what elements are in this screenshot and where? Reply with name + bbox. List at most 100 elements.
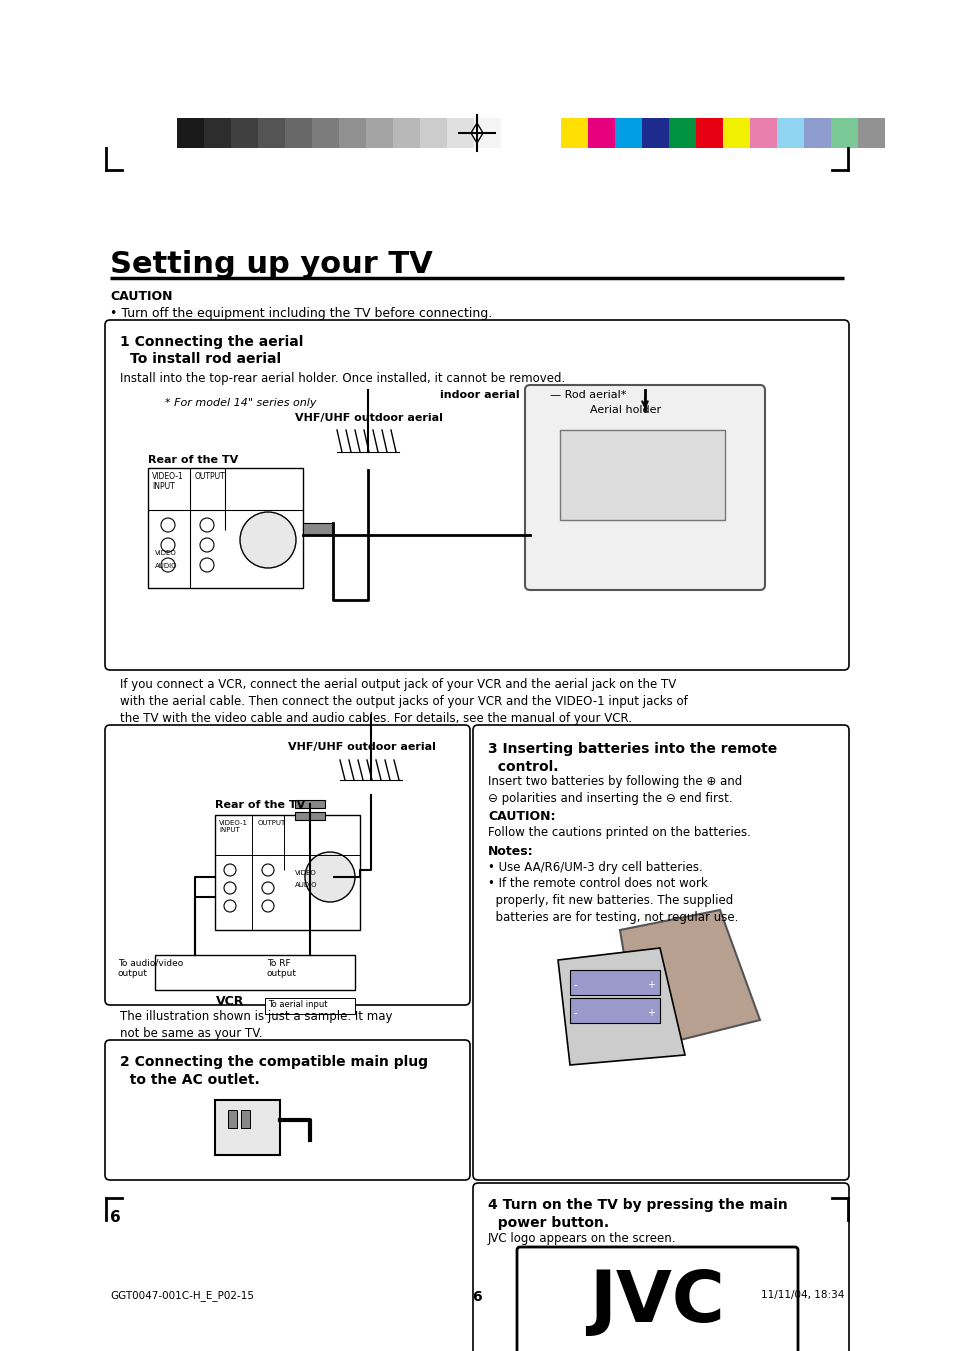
FancyBboxPatch shape <box>524 385 764 590</box>
Bar <box>560 118 587 149</box>
Bar <box>857 118 884 149</box>
Bar <box>312 118 338 149</box>
Bar <box>204 118 231 149</box>
Polygon shape <box>558 948 684 1065</box>
Bar <box>641 118 668 149</box>
FancyBboxPatch shape <box>105 1040 470 1179</box>
Text: To install rod aerial: To install rod aerial <box>130 353 281 366</box>
FancyBboxPatch shape <box>473 1183 848 1351</box>
Circle shape <box>200 517 213 532</box>
FancyBboxPatch shape <box>517 1247 797 1351</box>
Text: Notes:: Notes: <box>488 844 533 858</box>
Bar <box>214 815 359 929</box>
Bar <box>214 1100 280 1155</box>
Text: VHF/UHF outdoor aerial: VHF/UHF outdoor aerial <box>294 413 442 423</box>
Text: 1 Connecting the aerial: 1 Connecting the aerial <box>120 335 303 349</box>
Bar <box>474 118 500 149</box>
Text: OUTPUT: OUTPUT <box>194 471 226 481</box>
Text: VCR: VCR <box>215 994 244 1008</box>
Text: Rear of the TV: Rear of the TV <box>214 800 305 811</box>
Text: * For model 14" series only: * For model 14" series only <box>165 399 316 408</box>
Text: To aerial input: To aerial input <box>268 1000 327 1009</box>
Polygon shape <box>471 123 482 143</box>
Text: JVC logo appears on the screen.: JVC logo appears on the screen. <box>488 1232 676 1246</box>
Bar <box>303 523 333 535</box>
Bar <box>569 998 659 1023</box>
Text: • Turn off the equipment including the TV before connecting.: • Turn off the equipment including the T… <box>110 307 492 320</box>
Text: -: - <box>574 979 577 990</box>
FancyBboxPatch shape <box>105 725 470 1005</box>
Text: 3 Inserting batteries into the remote
  control.: 3 Inserting batteries into the remote co… <box>488 742 777 774</box>
Circle shape <box>262 900 274 912</box>
Text: JVC: JVC <box>589 1267 724 1336</box>
Text: • Use AA/R6/UM-3 dry cell batteries.: • Use AA/R6/UM-3 dry cell batteries. <box>488 861 702 874</box>
Text: 6: 6 <box>110 1210 121 1225</box>
Text: Insert two batteries by following the ⊕ and
⊖ polarities and inserting the ⊖ end: Insert two batteries by following the ⊕ … <box>488 775 741 805</box>
Text: 4 Turn on the TV by pressing the main
  power button.: 4 Turn on the TV by pressing the main po… <box>488 1198 787 1231</box>
Text: 11/11/04, 18:34: 11/11/04, 18:34 <box>760 1290 843 1300</box>
Text: VIDEO: VIDEO <box>294 870 316 875</box>
Text: +: + <box>646 979 655 990</box>
Bar <box>615 118 641 149</box>
Text: 6: 6 <box>472 1290 481 1304</box>
Text: CAUTION:: CAUTION: <box>488 811 555 823</box>
Text: To RF
output: To RF output <box>267 959 296 978</box>
Circle shape <box>305 852 355 902</box>
Bar <box>148 467 303 588</box>
Circle shape <box>161 538 174 553</box>
Text: Setting up your TV: Setting up your TV <box>110 250 433 280</box>
Bar <box>587 118 615 149</box>
Bar <box>668 118 696 149</box>
Text: — Rod aerial*: — Rod aerial* <box>550 390 626 400</box>
Bar <box>294 800 325 808</box>
Text: • If the remote control does not work
  properly, fit new batteries. The supplie: • If the remote control does not work pr… <box>488 877 738 924</box>
Text: VHF/UHF outdoor aerial: VHF/UHF outdoor aerial <box>288 742 436 753</box>
Circle shape <box>200 538 213 553</box>
Text: VIDEO: VIDEO <box>154 550 176 557</box>
Circle shape <box>224 882 235 894</box>
Text: Install into the top-rear aerial holder. Once installed, it cannot be removed.: Install into the top-rear aerial holder.… <box>120 372 565 385</box>
Text: AUDIO: AUDIO <box>294 882 317 888</box>
Text: Aerial holder: Aerial holder <box>589 405 660 415</box>
Bar <box>696 118 722 149</box>
Bar <box>154 955 355 990</box>
Text: GGT0047-001C-H_E_P02-15: GGT0047-001C-H_E_P02-15 <box>110 1290 253 1301</box>
Bar <box>776 118 803 149</box>
Circle shape <box>200 558 213 571</box>
Bar <box>569 970 659 994</box>
Circle shape <box>240 512 295 567</box>
Circle shape <box>161 558 174 571</box>
Text: VIDEO-1
INPUT: VIDEO-1 INPUT <box>219 820 248 834</box>
Text: AUDIO: AUDIO <box>154 563 177 569</box>
Bar <box>285 118 312 149</box>
Bar <box>393 118 419 149</box>
Bar <box>231 118 257 149</box>
Bar <box>803 118 830 149</box>
Circle shape <box>224 865 235 875</box>
Text: To audio/video
output: To audio/video output <box>118 959 183 978</box>
Circle shape <box>262 882 274 894</box>
Bar <box>294 812 325 820</box>
Bar <box>419 118 447 149</box>
Bar <box>265 998 355 1015</box>
FancyBboxPatch shape <box>473 725 848 1179</box>
Circle shape <box>224 900 235 912</box>
Polygon shape <box>619 911 760 1050</box>
Bar <box>830 118 857 149</box>
Bar <box>241 1111 250 1128</box>
Text: VIDEO-1
INPUT: VIDEO-1 INPUT <box>152 471 184 492</box>
Text: The illustration shown is just a sample. It may
not be same as your TV.: The illustration shown is just a sample.… <box>120 1011 392 1040</box>
Text: OUTPUT: OUTPUT <box>257 820 286 825</box>
Bar <box>366 118 393 149</box>
Bar <box>338 118 366 149</box>
Text: 2 Connecting the compatible main plug
  to the AC outlet.: 2 Connecting the compatible main plug to… <box>120 1055 428 1088</box>
Text: Rear of the TV: Rear of the TV <box>148 455 238 465</box>
Bar <box>722 118 749 149</box>
Bar <box>228 1111 236 1128</box>
Bar <box>559 430 724 520</box>
Bar <box>447 118 474 149</box>
Bar <box>177 118 204 149</box>
Circle shape <box>161 517 174 532</box>
Circle shape <box>262 865 274 875</box>
Bar <box>257 118 285 149</box>
